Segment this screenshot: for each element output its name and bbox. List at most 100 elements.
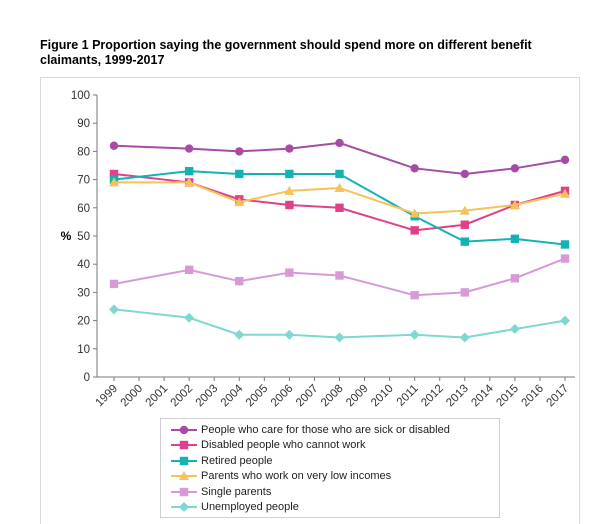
x-tick-label: 2011	[395, 383, 421, 409]
data-point	[510, 234, 520, 244]
data-point	[285, 268, 294, 277]
legend-label: Retired people	[201, 454, 273, 467]
legend-swatch	[171, 487, 197, 496]
data-point	[285, 169, 294, 179]
y-tick-label: 30	[77, 287, 90, 299]
legend-item: Parents who work on very low incomes	[169, 469, 493, 485]
data-point	[234, 329, 245, 340]
data-point	[460, 169, 469, 179]
y-tick-label: 40	[77, 259, 90, 271]
legend-swatch-marker	[179, 487, 189, 496]
data-point	[334, 332, 345, 343]
x-tick-label: 2009	[344, 383, 371, 410]
y-tick-label: 100	[71, 90, 90, 102]
series-5	[109, 304, 570, 343]
data-point	[460, 237, 469, 246]
legend-label: Unemployed people	[201, 501, 299, 514]
y-tick-label: 20	[77, 316, 90, 328]
series-4	[109, 254, 570, 300]
data-point	[184, 144, 194, 153]
data-point	[410, 164, 419, 173]
data-point	[510, 164, 520, 173]
data-point	[560, 155, 570, 165]
legend-item: Single parents	[169, 484, 493, 500]
y-axis-label: %	[61, 229, 72, 243]
data-point	[109, 169, 119, 179]
data-point	[460, 288, 469, 297]
data-point	[460, 220, 469, 229]
chart-title: Figure 1 Proportion saying the governmen…	[40, 38, 532, 67]
legend-label: Parents who work on very low incomes	[201, 470, 392, 483]
legend-label: People who care for those who are sick o…	[201, 423, 450, 436]
data-point	[109, 279, 119, 289]
legend-swatch	[171, 441, 197, 450]
data-point	[184, 177, 195, 187]
series-0	[109, 138, 570, 179]
data-point	[459, 205, 470, 215]
legend-swatch-marker	[179, 502, 189, 513]
legend-swatch-marker	[179, 471, 189, 481]
data-point	[285, 200, 294, 210]
legend-swatch	[171, 471, 197, 481]
data-point	[410, 226, 419, 235]
legend-item: Unemployed people	[169, 500, 493, 516]
legend-label: Disabled people who cannot work	[201, 439, 366, 452]
data-point	[459, 332, 470, 343]
y-tick-label: 0	[84, 372, 90, 384]
data-point	[335, 271, 344, 280]
data-point	[184, 265, 194, 275]
series-3	[109, 177, 570, 218]
data-point	[509, 324, 520, 335]
data-point	[335, 203, 344, 212]
y-tick-label: 10	[77, 344, 90, 356]
x-tick-label: 2008	[319, 383, 346, 410]
chart-legend: People who care for those who are sick o…	[160, 418, 500, 518]
data-point	[234, 197, 245, 207]
legend-swatch	[171, 456, 197, 465]
data-point	[109, 141, 119, 150]
series-layer	[109, 138, 570, 343]
legend-swatch-marker	[179, 425, 189, 434]
data-point	[509, 199, 520, 209]
y-tick-label: 50	[77, 231, 90, 243]
x-tick-label: 2006	[269, 383, 296, 410]
data-point	[184, 166, 194, 176]
data-point	[560, 188, 570, 198]
data-point	[285, 144, 294, 153]
data-point	[334, 183, 345, 193]
legend-label: Single parents	[201, 485, 272, 498]
legend-swatch-marker	[179, 456, 189, 465]
x-tick-label: 2016	[519, 383, 546, 410]
data-point	[510, 274, 520, 283]
legend-swatch	[171, 425, 197, 434]
x-tick-label: 2010	[369, 383, 396, 410]
x-tick-label: 2012	[419, 383, 446, 410]
x-tick-label: 2014	[469, 382, 496, 409]
x-tick-label: 2007	[294, 383, 321, 410]
x-tick-label: 2013	[444, 383, 471, 410]
data-point	[409, 208, 420, 218]
legend-item: People who care for those who are sick o…	[169, 422, 493, 438]
data-point	[284, 329, 295, 340]
x-tick-label: 2003	[194, 383, 221, 410]
data-point	[235, 169, 244, 179]
y-tick-label: 90	[77, 118, 90, 130]
y-tick-label: 70	[77, 175, 90, 187]
legend-swatch	[171, 502, 197, 513]
data-point	[109, 177, 119, 187]
x-tick-label: 1999	[94, 383, 121, 410]
legend-swatch-marker	[179, 441, 189, 450]
data-point	[409, 329, 420, 340]
y-tick-label: 80	[77, 146, 90, 158]
data-point	[335, 169, 344, 179]
data-point	[410, 291, 419, 300]
chart-panel	[40, 77, 580, 524]
legend-item: Disabled people who cannot work	[169, 438, 493, 454]
x-tick-label: 2015	[494, 383, 521, 410]
data-point	[284, 185, 295, 195]
data-point	[335, 138, 344, 148]
series-line	[113, 141, 566, 175]
x-tick-label: 2000	[119, 383, 146, 410]
series-1	[109, 169, 570, 235]
data-point	[109, 304, 119, 315]
